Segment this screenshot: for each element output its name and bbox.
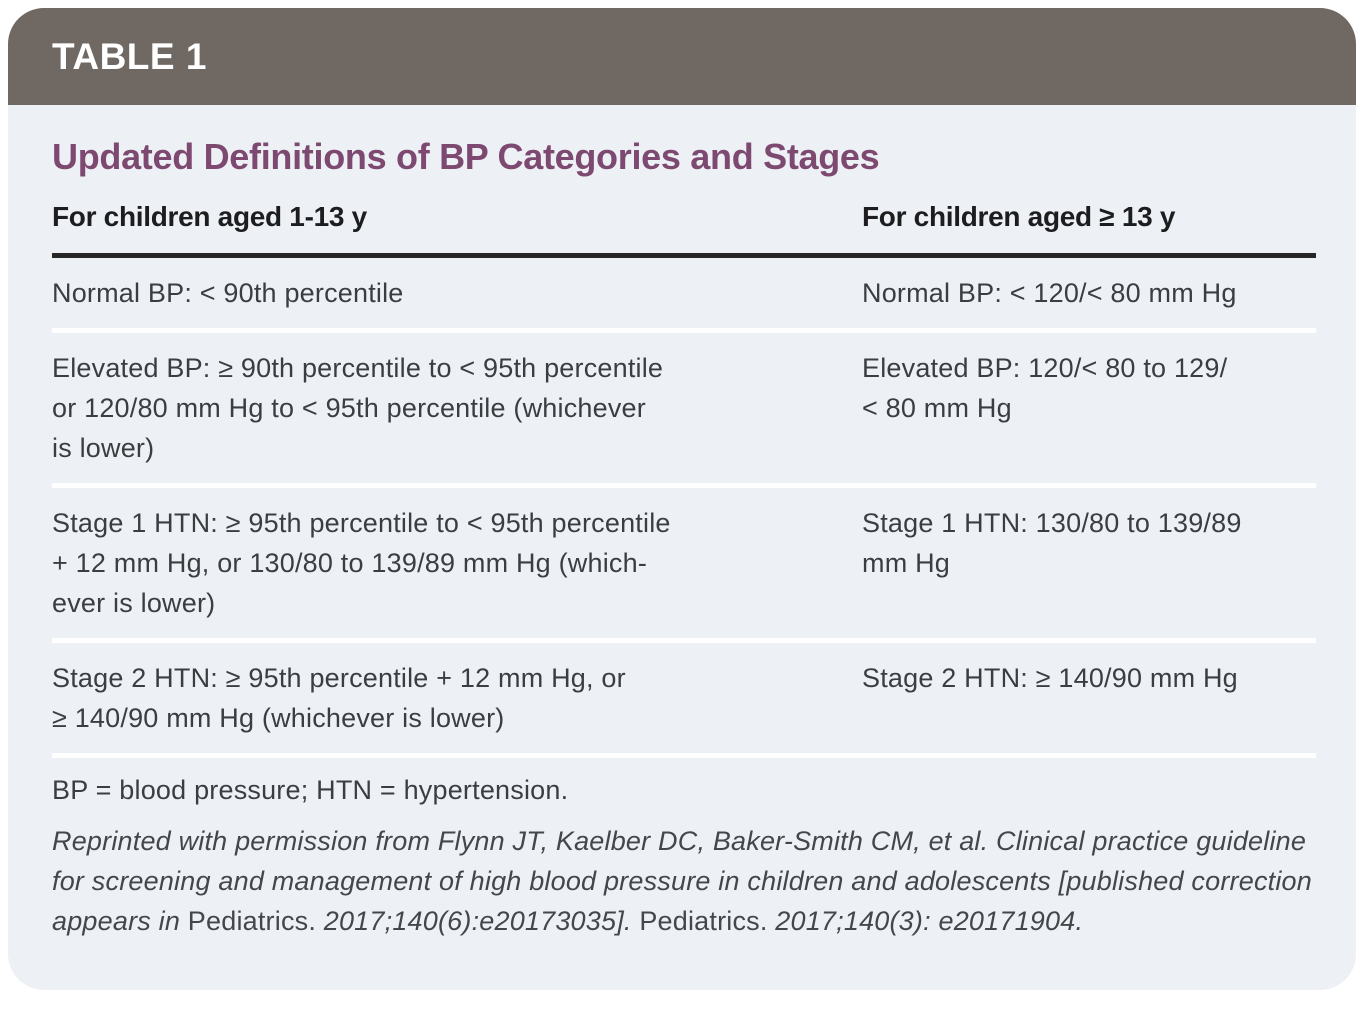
cell-elevated-age-13plus: Elevated BP: 120/< 80 to 129/ < 80 mm Hg — [862, 353, 1228, 423]
cell-elevated-age-1-13: Elevated BP: ≥ 90th percentile to < 95th… — [52, 353, 664, 463]
table-number-label: TABLE 1 — [52, 35, 207, 77]
table-row-elevated-bp: Elevated BP: ≥ 90th percentile to < 95th… — [52, 328, 1316, 483]
table-header-band: TABLE 1 — [8, 8, 1356, 105]
cell-stage2-age-13plus: Stage 2 HTN: ≥ 140/90 mm Hg — [862, 663, 1238, 693]
table-title: Updated Definitions of BP Categories and… — [52, 136, 880, 177]
citation-segment: Pediatrics. — [639, 906, 776, 936]
table-row-stage1-htn: Stage 1 HTN: ≥ 95th percentile to < 95th… — [52, 483, 1316, 638]
table-row-normal-bp: Normal BP: < 90th percentile Normal BP: … — [52, 258, 1316, 328]
table-card: TABLE 1 Updated Definitions of BP Catego… — [8, 8, 1356, 990]
citation-segment: 2017;140(6):e20173035]. — [323, 906, 640, 936]
table-card-body: Updated Definitions of BP Categories and… — [8, 105, 1356, 941]
table-footer: BP = blood pressure; HTN = hypertension.… — [52, 753, 1316, 941]
column-header-age-13plus: For children aged ≥ 13 y — [862, 201, 1176, 232]
cell-normal-age-13plus: Normal BP: < 120/< 80 mm Hg — [862, 278, 1237, 308]
citation-segment: Reprinted with permission from Flynn JT,… — [52, 826, 1312, 936]
abbreviation-footnote: BP = blood pressure; HTN = hypertension. — [52, 775, 569, 805]
column-headers-row: For children aged 1-13 y For children ag… — [52, 189, 1316, 258]
bp-table: For children aged 1-13 y For children ag… — [52, 189, 1316, 941]
cell-normal-age-1-13: Normal BP: < 90th percentile — [52, 278, 404, 308]
cell-stage1-age-1-13: Stage 1 HTN: ≥ 95th percentile to < 95th… — [52, 508, 671, 618]
cell-stage1-age-13plus: Stage 1 HTN: 130/80 to 139/89 mm Hg — [862, 508, 1242, 578]
cell-stage2-age-1-13: Stage 2 HTN: ≥ 95th percentile + 12 mm H… — [52, 663, 626, 733]
citation-segment: Pediatrics. — [187, 906, 324, 936]
citation-segment: 2017;140(3): e20171904. — [775, 906, 1084, 936]
table-row-stage2-htn: Stage 2 HTN: ≥ 95th percentile + 12 mm H… — [52, 638, 1316, 753]
column-header-age-1-13: For children aged 1-13 y — [52, 201, 367, 232]
citation: Reprinted with permission from Flynn JT,… — [52, 821, 1314, 941]
